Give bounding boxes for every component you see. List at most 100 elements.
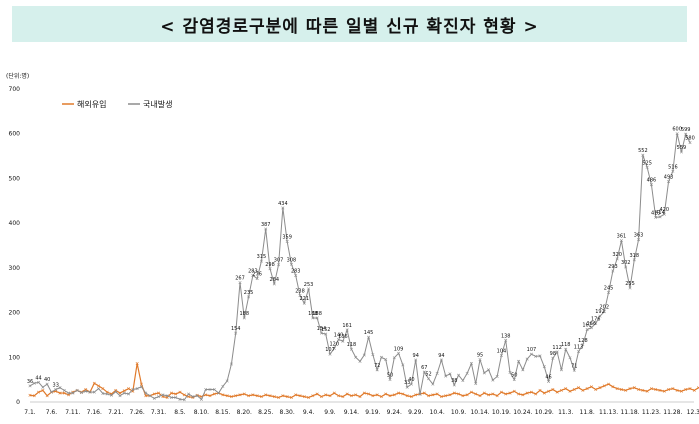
domestic-point [221, 384, 225, 388]
domestic-point [307, 287, 311, 291]
data-label: 238 [295, 289, 305, 295]
domestic-point [405, 385, 409, 389]
domestic-point [45, 382, 49, 386]
domestic-point [637, 238, 641, 242]
overseas-point [619, 387, 623, 391]
domestic-point [517, 359, 521, 363]
domestic-point [632, 258, 636, 262]
data-label: 113 [574, 344, 584, 350]
domestic-point [542, 365, 546, 369]
domestic-point [315, 316, 319, 320]
x-tick-label: 11.28. [663, 409, 682, 416]
data-label: 67 [421, 365, 427, 371]
domestic-point [58, 386, 62, 390]
series-line-domestic [29, 132, 691, 401]
domestic-point [422, 370, 426, 374]
domestic-point [667, 180, 671, 184]
domestic-point [581, 343, 585, 347]
y-tick-label: 600 [9, 131, 21, 138]
overseas-point [637, 387, 641, 391]
data-label: 176 [591, 316, 601, 322]
x-tick-label: 8.15. [215, 409, 230, 416]
data-label: 387 [261, 222, 271, 228]
data-label: 161 [342, 323, 352, 329]
overseas-point [268, 394, 272, 398]
domestic-point [285, 239, 289, 243]
data-label: 486 [647, 178, 657, 184]
overseas-point [281, 394, 285, 398]
data-label: 52 [425, 372, 431, 378]
data-label: 315 [257, 254, 267, 260]
data-label: 40 [44, 377, 50, 383]
data-label: 188 [312, 311, 322, 317]
overseas-point [144, 394, 148, 398]
data-label: 516 [668, 164, 678, 170]
overseas-point [589, 385, 593, 389]
data-label: 94 [413, 353, 419, 359]
overseas-point [508, 391, 512, 395]
data-label: 192 [595, 309, 605, 315]
domestic-point [611, 269, 615, 273]
domestic-point [414, 358, 418, 362]
domestic-point [568, 356, 572, 360]
y-tick-label: 400 [9, 220, 21, 227]
data-label: 318 [630, 253, 640, 259]
overseas-point [212, 392, 216, 396]
domestic-point [487, 368, 491, 372]
domestic-point [367, 335, 371, 339]
domestic-point [358, 359, 362, 363]
overseas-point [101, 387, 105, 391]
data-label: 120 [330, 341, 340, 347]
overseas-point [504, 392, 508, 396]
overseas-point [495, 394, 499, 398]
domestic-point [504, 338, 508, 342]
data-label: 72 [374, 363, 380, 369]
domestic-point [37, 380, 41, 384]
domestic-point [109, 393, 113, 397]
overseas-point [392, 393, 396, 397]
domestic-point [508, 370, 512, 375]
data-label: 145 [364, 330, 374, 336]
x-tick-label: 7.1. [24, 409, 36, 416]
overseas-point [264, 393, 268, 397]
overseas-point [675, 388, 679, 392]
x-tick-label: 7.11. [65, 409, 80, 416]
domestic-point [675, 132, 679, 136]
overseas-point [289, 396, 293, 400]
x-tick-label: 8.5. [174, 409, 186, 416]
domestic-point [229, 362, 233, 366]
domestic-point [619, 239, 623, 243]
x-tick-label: 8.25. [258, 409, 273, 416]
data-label: 33 [404, 380, 410, 386]
overseas-point [577, 386, 581, 390]
data-label: 307 [274, 258, 284, 264]
overseas-point [221, 393, 225, 397]
domestic-point [431, 382, 435, 386]
overseas-point [452, 391, 456, 395]
domestic-point [478, 358, 482, 362]
domestic-point [379, 355, 383, 359]
domestic-point [375, 368, 379, 372]
overseas-point [157, 391, 161, 395]
domestic-point [148, 394, 152, 398]
overseas-point [302, 395, 306, 399]
data-label: 253 [304, 282, 314, 288]
overseas-point [208, 394, 212, 398]
overseas-point [645, 389, 649, 393]
overseas-point [444, 394, 448, 398]
domestic-point [551, 356, 555, 360]
data-label: 112 [552, 345, 562, 351]
legend-label: 국내발생 [143, 99, 172, 109]
overseas-point [358, 395, 362, 399]
data-label: 493 [664, 175, 674, 181]
overseas-point [542, 391, 546, 395]
x-tick-label: 9.19. [365, 409, 380, 416]
domestic-point [84, 389, 88, 393]
x-tick-label: 8.10. [194, 409, 209, 416]
overseas-point [97, 384, 101, 388]
overseas-point [362, 391, 366, 395]
overseas-point [632, 386, 636, 390]
domestic-point [238, 281, 242, 285]
domestic-point [191, 395, 195, 399]
